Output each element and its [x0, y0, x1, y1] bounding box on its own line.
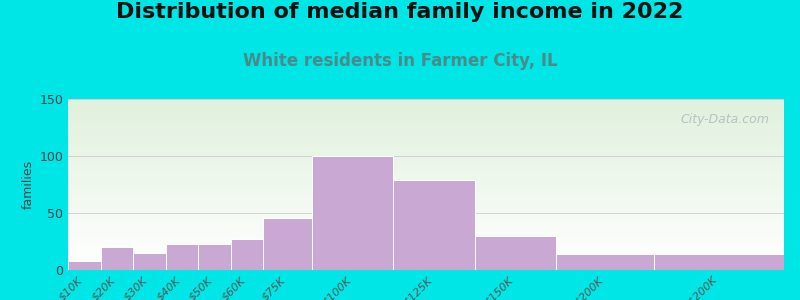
Bar	[312, 156, 394, 270]
Y-axis label: families: families	[22, 160, 35, 209]
Bar	[133, 253, 166, 270]
Bar	[394, 180, 475, 270]
Bar	[230, 239, 263, 270]
Bar	[263, 218, 312, 270]
Bar	[198, 244, 230, 270]
Bar	[166, 244, 198, 270]
Text: City-Data.com: City-Data.com	[681, 113, 770, 126]
Text: Distribution of median family income in 2022: Distribution of median family income in …	[116, 2, 684, 22]
Bar	[654, 254, 784, 270]
Bar	[475, 236, 556, 270]
Bar	[556, 254, 654, 270]
Text: White residents in Farmer City, IL: White residents in Farmer City, IL	[242, 52, 558, 70]
Bar	[68, 261, 101, 270]
Bar	[101, 247, 133, 270]
